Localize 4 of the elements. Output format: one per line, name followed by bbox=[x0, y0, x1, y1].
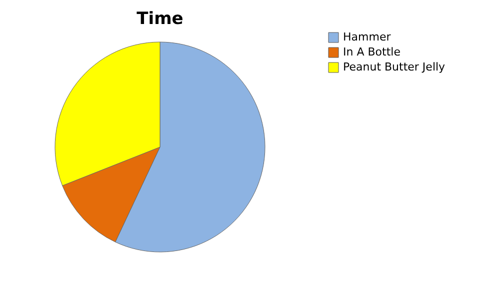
legend-label: In A Bottle bbox=[343, 46, 401, 58]
legend-label: Peanut Butter Jelly bbox=[343, 60, 446, 74]
legend-label: Hammer bbox=[343, 30, 392, 44]
chart-title: Time bbox=[136, 9, 184, 29]
